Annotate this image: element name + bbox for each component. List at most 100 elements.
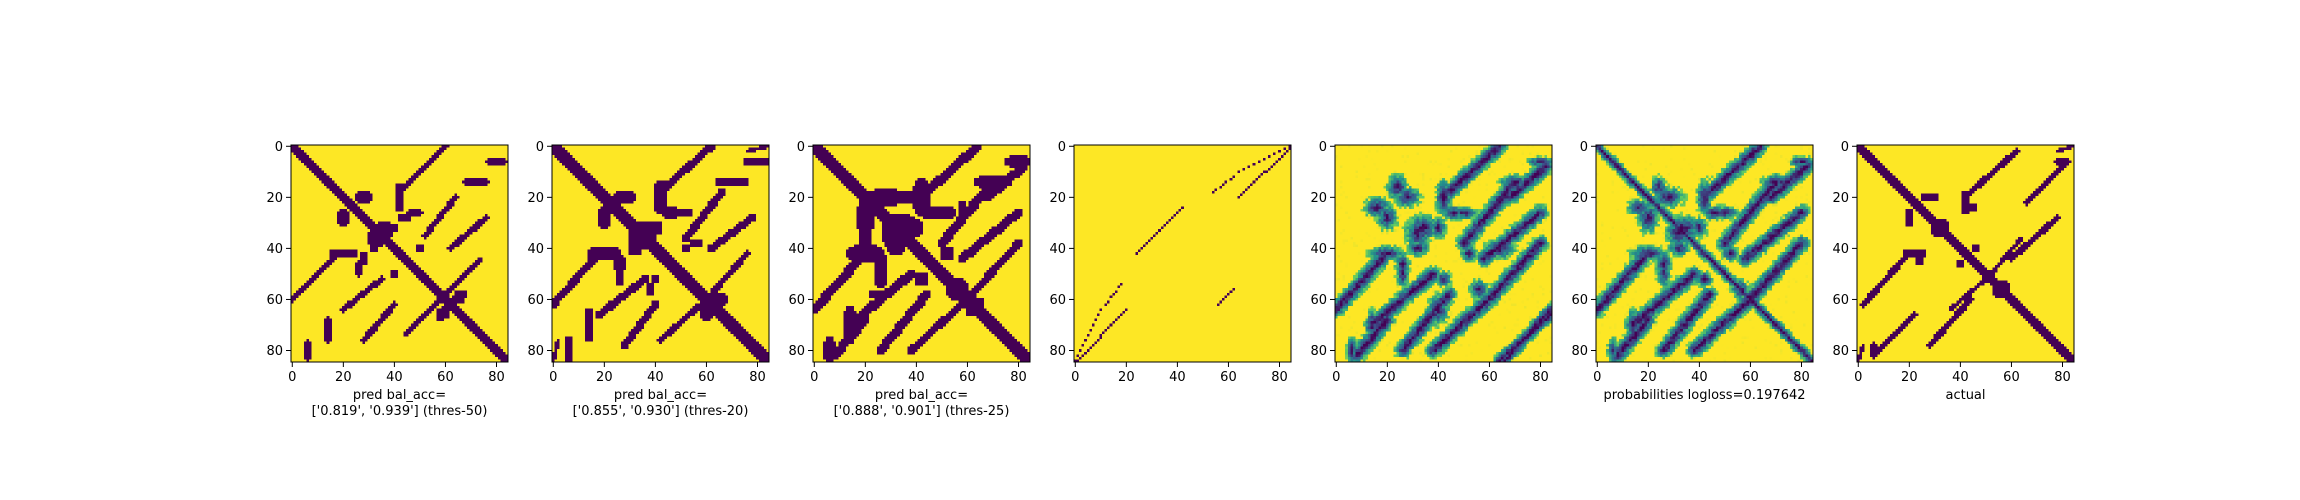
y-tick-label: 0 — [536, 140, 544, 155]
y-tick-label: 20 — [1049, 191, 1066, 206]
x-tick-label: 40 — [1952, 370, 1969, 385]
y-tick-label: 40 — [266, 242, 283, 257]
x-tick-label: 0 — [1854, 370, 1862, 385]
y-tick-label: 0 — [275, 140, 283, 155]
x-tick-label: 20 — [596, 370, 613, 385]
x-tick-label: 40 — [908, 370, 925, 385]
axes-frame — [1073, 144, 1292, 363]
y-tick-label: 20 — [1310, 191, 1327, 206]
axes-frame — [1856, 144, 2075, 363]
panel-probabilities: 0 20 40 60 80 0 20 40 60 80 probabilities logloss=… — [1571, 140, 1814, 403]
heatmap-image — [1335, 145, 1552, 362]
y-tick-label: 0 — [1319, 140, 1327, 155]
y-tick-label: 40 — [527, 242, 544, 257]
x-tick-label: 80 — [1532, 370, 1549, 385]
y-tick-label: 20 — [266, 191, 283, 206]
y-tick-label: 60 — [1049, 293, 1066, 308]
y-tick-label: 60 — [1571, 293, 1588, 308]
x-axis-label: ['0.888', '0.901'] (thres-25) — [834, 404, 1010, 419]
x-tick-label: 60 — [437, 370, 454, 385]
y-tick-label: 80 — [788, 344, 805, 359]
x-tick-label: 40 — [1430, 370, 1447, 385]
x-tick-label: 80 — [2054, 370, 2071, 385]
y-tick-label: 80 — [1049, 344, 1066, 359]
y-tick-label: 80 — [1310, 344, 1327, 359]
y-tick-label: 40 — [788, 242, 805, 257]
heatmap-image — [813, 145, 1030, 362]
x-axis-label: pred bal_acc= — [875, 388, 968, 403]
x-tick-label: 80 — [488, 370, 505, 385]
heatmap-image — [552, 145, 769, 362]
x-tick-label: 40 — [386, 370, 403, 385]
y-tick-label: 80 — [266, 344, 283, 359]
axes-frame — [551, 144, 770, 363]
axes-frame — [1334, 144, 1553, 363]
y-tick-label: 0 — [1841, 140, 1849, 155]
heatmap-image — [1074, 145, 1291, 362]
y-tick-label: 80 — [527, 344, 544, 359]
x-tick-label: 0 — [810, 370, 818, 385]
x-tick-label: 0 — [549, 370, 557, 385]
panel-pred-sparse: 0 20 40 60 80 0 20 40 60 80 — [1049, 140, 1292, 385]
x-tick-label: 20 — [335, 370, 352, 385]
x-tick-label: 0 — [288, 370, 296, 385]
x-tick-label: 40 — [647, 370, 664, 385]
x-tick-label: 60 — [1220, 370, 1237, 385]
x-tick-label: 80 — [1271, 370, 1288, 385]
y-tick-label: 0 — [1058, 140, 1066, 155]
y-tick-label: 40 — [1310, 242, 1327, 257]
y-tick-label: 40 — [1571, 242, 1588, 257]
x-axis-label: ['0.855', '0.930'] (thres-20) — [573, 404, 749, 419]
x-tick-label: 60 — [959, 370, 976, 385]
x-tick-label: 0 — [1332, 370, 1340, 385]
y-tick-label: 60 — [1832, 293, 1849, 308]
y-tick-label: 40 — [1049, 242, 1066, 257]
x-tick-label: 20 — [1379, 370, 1396, 385]
x-axis-label: actual — [1945, 388, 1985, 403]
axes-frame — [290, 144, 509, 363]
x-tick-label: 20 — [1640, 370, 1657, 385]
y-tick-label: 60 — [788, 293, 805, 308]
x-tick-label: 80 — [749, 370, 766, 385]
y-tick-label: 60 — [1310, 293, 1327, 308]
x-axis-label: pred bal_acc= — [614, 388, 707, 403]
y-tick-label: 40 — [1832, 242, 1849, 257]
x-tick-label: 40 — [1169, 370, 1186, 385]
panel-probabilities-raw: 0 20 40 60 80 0 20 40 60 80 — [1310, 140, 1553, 385]
y-tick-label: 20 — [527, 191, 544, 206]
x-tick-label: 60 — [1481, 370, 1498, 385]
y-tick-label: 80 — [1571, 344, 1588, 359]
y-tick-label: 80 — [1832, 344, 1849, 359]
x-tick-label: 60 — [698, 370, 715, 385]
x-tick-label: 20 — [1901, 370, 1918, 385]
panel-pred-thres-50: 0 20 40 60 80 0 20 40 60 80 pred bal_acc=['0.819',… — [266, 140, 509, 419]
x-axis-label: ['0.819', '0.939'] (thres-50) — [312, 404, 488, 419]
heatmap-panels: 0 20 40 60 80 0 20 40 60 80 pred bal_acc= ['0.819',… — [266, 140, 2075, 419]
x-tick-label: 60 — [1742, 370, 1759, 385]
heatmap-image — [1596, 145, 1813, 362]
x-tick-label: 20 — [857, 370, 874, 385]
y-tick-label: 0 — [797, 140, 805, 155]
x-axis-label: probabilities logloss=0.197642 — [1603, 388, 1805, 403]
panel-pred-thres-25: 0 20 40 60 80 0 20 40 60 80 pred bal_acc=['0.888',… — [788, 140, 1031, 419]
panel-pred-thres-20: 0 20 40 60 80 0 20 40 60 80 pred bal_acc=['0.855',… — [527, 140, 770, 419]
y-tick-label: 20 — [1571, 191, 1588, 206]
y-tick-label: 20 — [1832, 191, 1849, 206]
y-tick-label: 60 — [527, 293, 544, 308]
y-tick-label: 60 — [266, 293, 283, 308]
x-tick-label: 0 — [1071, 370, 1079, 385]
x-tick-label: 20 — [1118, 370, 1135, 385]
axes-frame — [812, 144, 1031, 363]
y-tick-label: 0 — [1580, 140, 1588, 155]
y-tick-label: 20 — [788, 191, 805, 206]
x-tick-label: 60 — [2003, 370, 2020, 385]
x-tick-label: 40 — [1691, 370, 1708, 385]
heatmap-image — [1857, 145, 2074, 362]
x-tick-label: 80 — [1010, 370, 1027, 385]
heatmap-image — [291, 145, 508, 362]
x-tick-label: 80 — [1793, 370, 1810, 385]
axes-frame — [1595, 144, 1814, 363]
panel-actual: 0 20 40 60 80 0 20 40 60 80 actual — [1832, 140, 2075, 403]
x-tick-label: 0 — [1593, 370, 1601, 385]
